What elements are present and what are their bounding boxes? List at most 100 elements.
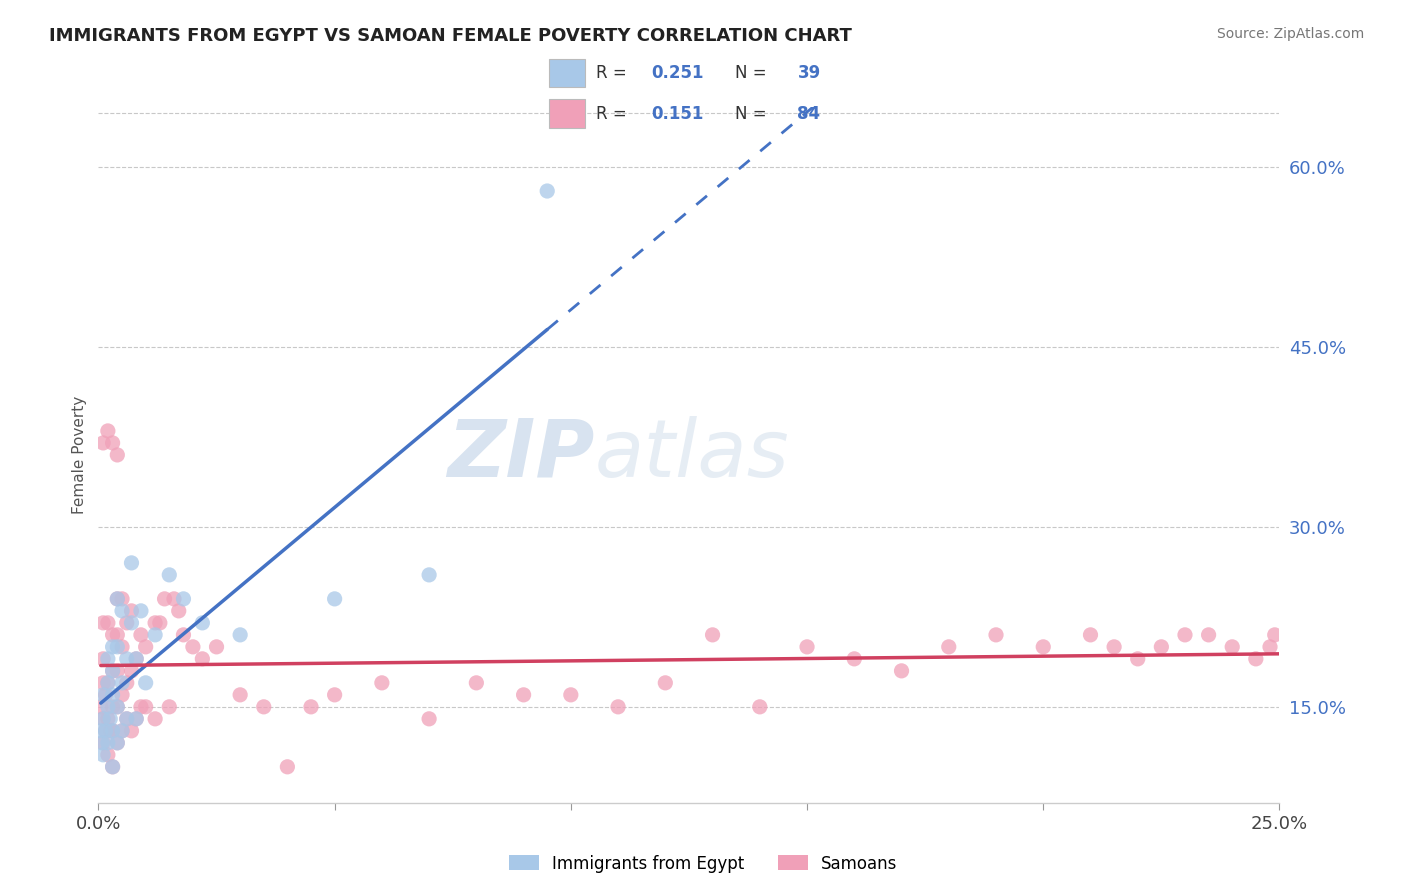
Point (125, 712, 148, 726)
Text: atlas: atlas (595, 416, 789, 494)
Point (163, 591, 186, 606)
Point (115, 652, 138, 666)
Point (105, 664, 128, 678)
Point (607, 699, 630, 714)
Point (135, 640, 157, 654)
Point (105, 448, 128, 462)
Point (157, 567, 180, 582)
Point (101, 760, 124, 774)
Point (229, 628, 252, 642)
Point (111, 591, 134, 606)
Point (512, 688, 534, 702)
Point (465, 676, 488, 690)
Point (115, 676, 138, 690)
Point (101, 723, 124, 738)
Point (191, 615, 214, 630)
Point (105, 591, 128, 606)
Point (111, 640, 134, 654)
Point (111, 723, 134, 738)
Legend: Immigrants from Egypt, Samoans: Immigrants from Egypt, Samoans (502, 848, 904, 880)
Point (323, 688, 346, 702)
Point (323, 591, 346, 606)
Text: 0.251: 0.251 (651, 64, 704, 82)
Point (129, 604, 152, 618)
Point (91, 688, 114, 702)
Point (748, 699, 770, 714)
Point (121, 615, 143, 630)
FancyBboxPatch shape (548, 99, 585, 128)
Point (125, 712, 148, 726)
Point (371, 676, 394, 690)
Point (121, 604, 143, 618)
Point (101, 436, 124, 450)
Point (111, 723, 134, 738)
Text: 39: 39 (797, 64, 821, 82)
Point (111, 676, 134, 690)
Point (1198, 628, 1220, 642)
Point (97, 652, 120, 666)
Point (94, 723, 117, 738)
Point (1264, 628, 1286, 642)
Point (91, 736, 114, 750)
Point (91, 736, 114, 750)
Point (984, 628, 1007, 642)
Point (97, 747, 120, 762)
Point (1244, 652, 1267, 666)
Text: 84: 84 (797, 105, 821, 123)
Point (135, 676, 157, 690)
Point (536, 184, 558, 198)
Point (1150, 640, 1173, 654)
Point (97, 676, 120, 690)
Point (105, 628, 128, 642)
Point (105, 699, 128, 714)
Point (191, 652, 214, 666)
Point (1220, 640, 1243, 654)
Point (299, 699, 322, 714)
Point (1258, 640, 1281, 654)
Point (129, 699, 152, 714)
Point (101, 664, 124, 678)
Point (115, 712, 138, 726)
Point (97, 615, 120, 630)
Point (105, 591, 128, 606)
Point (129, 628, 152, 642)
Point (115, 712, 138, 726)
Point (229, 688, 252, 702)
Text: R =: R = (596, 64, 633, 82)
Point (101, 699, 124, 714)
Point (105, 736, 128, 750)
Point (1080, 628, 1102, 642)
Point (101, 723, 124, 738)
Point (654, 676, 676, 690)
Point (418, 567, 440, 582)
Text: ZIP: ZIP (447, 416, 595, 494)
Point (115, 615, 138, 630)
Point (121, 664, 143, 678)
Point (90, 699, 112, 714)
Point (1174, 628, 1197, 642)
Point (1102, 640, 1125, 654)
Point (844, 652, 866, 666)
Point (1032, 640, 1054, 654)
Point (938, 640, 960, 654)
Point (702, 628, 724, 642)
Point (111, 688, 134, 702)
Point (135, 699, 157, 714)
Point (97, 699, 120, 714)
Point (149, 615, 172, 630)
Point (105, 736, 128, 750)
Point (157, 699, 180, 714)
Point (97, 712, 120, 726)
Text: R =: R = (596, 105, 633, 123)
Point (105, 699, 128, 714)
Text: N =: N = (735, 105, 772, 123)
Y-axis label: Female Poverty: Female Poverty (72, 396, 87, 514)
Point (143, 712, 166, 726)
Point (143, 628, 166, 642)
Point (91, 712, 114, 726)
Point (94, 688, 117, 702)
Point (1126, 652, 1149, 666)
Point (90, 723, 112, 738)
Point (172, 628, 194, 642)
Point (153, 591, 176, 606)
